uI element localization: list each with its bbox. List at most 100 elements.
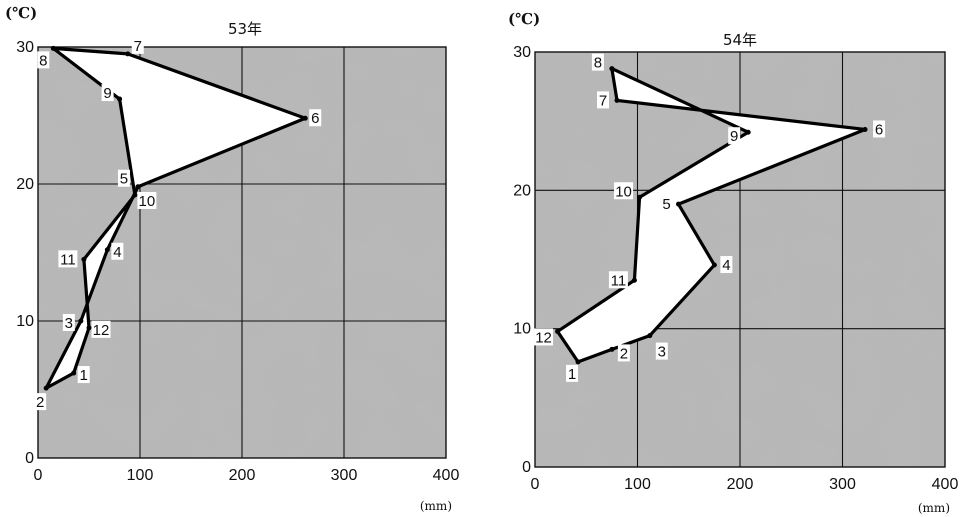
month-label-bg-5 [660, 195, 673, 213]
y-tick-label-10: 10 [16, 313, 34, 330]
y-tick-label-0: 0 [25, 450, 34, 467]
data-point-month-11 [81, 256, 87, 262]
month-label-bg-11 [608, 271, 628, 289]
data-point-month-2 [43, 385, 49, 391]
month-label-bg-2 [34, 393, 47, 411]
chart-title: 54年 [723, 31, 757, 49]
month-label-bg-9 [728, 127, 741, 145]
month-label-bg-2 [617, 344, 630, 362]
month-label-8: 8 [39, 52, 47, 69]
data-point-month-10 [637, 194, 643, 200]
data-point-month-1 [71, 370, 77, 376]
month-label-bg-5 [117, 169, 130, 187]
month-label-bg-11 [58, 250, 78, 268]
x-tick-label-300: 300 [829, 476, 856, 493]
data-point-month-4 [104, 247, 110, 253]
data-point-month-6 [862, 126, 868, 132]
month-label-bg-3 [655, 342, 668, 360]
data-point-month-3 [647, 333, 653, 339]
month-label-bg-8 [591, 53, 604, 71]
data-point-month-8 [609, 66, 615, 72]
data-point-month-6 [302, 115, 308, 121]
data-point-month-5 [135, 184, 141, 190]
month-label-2: 2 [36, 394, 44, 411]
month-label-5: 5 [120, 171, 128, 188]
month-label-4: 4 [113, 244, 121, 261]
month-label-bg-1 [77, 366, 90, 384]
x-tick-label-200: 200 [727, 476, 754, 493]
month-label-bg-6 [309, 109, 322, 127]
x-tick-label-300: 300 [331, 467, 358, 484]
data-point-month-11 [631, 277, 637, 283]
month-label-8: 8 [594, 55, 602, 72]
month-label-bg-10 [137, 191, 157, 209]
month-label-1: 1 [568, 366, 576, 383]
data-point-month-9 [745, 129, 751, 135]
month-label-6: 6 [311, 110, 319, 127]
month-label-bg-12 [534, 328, 554, 346]
month-label-12: 12 [93, 322, 110, 339]
chart-title: 53年 [228, 20, 262, 38]
month-label-10: 10 [139, 193, 156, 210]
data-point-month-1 [575, 359, 581, 365]
month-label-4: 4 [722, 257, 730, 274]
data-point-month-5 [676, 201, 681, 207]
data-point-month-7 [125, 51, 131, 57]
month-label-bg-4 [720, 256, 733, 274]
x-tick-label-400: 400 [433, 467, 460, 484]
data-point-month-2 [609, 346, 615, 352]
x-axis-unit-label: (mm) [918, 501, 950, 515]
month-label-7: 7 [134, 38, 142, 55]
month-label-9: 9 [730, 128, 738, 145]
month-label-6: 6 [875, 121, 883, 138]
month-label-2: 2 [620, 345, 628, 362]
x-tick-label-0: 0 [531, 476, 540, 493]
month-label-bg-6 [873, 120, 886, 138]
month-label-bg-12 [91, 320, 111, 338]
plot-frame [37, 46, 447, 459]
month-label-1: 1 [80, 367, 88, 384]
month-label-11: 11 [611, 272, 627, 289]
data-point-month-7 [614, 97, 620, 103]
data-point-month-4 [711, 262, 717, 268]
y-tick-label-30: 30 [513, 44, 531, 61]
x-tick-label-0: 0 [34, 467, 43, 484]
month-label-bg-9 [101, 84, 114, 102]
chart-1: 0 100 200 300 4000102030(℃)(mm)53年1234567891… [5, 4, 459, 513]
y-axis-unit-label: (℃) [5, 4, 37, 22]
x-tick-label-400: 400 [932, 476, 959, 493]
x-tick-label-100: 100 [624, 476, 651, 493]
data-point-month-12 [86, 325, 92, 331]
month-label-bg-7 [131, 36, 144, 54]
x-axis-unit-label: (mm) [420, 499, 452, 513]
month-label-bg-10 [614, 182, 634, 200]
chart-2: 0 100 200 300 400 0 10 20 30 (℃) (mm) 54年 1 2 3 4 5 6 7 8 9 1… [508, 10, 958, 515]
y-tick-label-20: 20 [513, 182, 531, 199]
y-tick-label-20: 20 [16, 176, 34, 193]
month-label-5: 5 [662, 196, 670, 213]
month-label-bg-3 [62, 314, 75, 331]
month-label-3: 3 [65, 315, 73, 332]
month-label-bg-7 [597, 91, 609, 109]
month-label-bg-8 [37, 51, 50, 69]
data-point-month-8 [50, 45, 56, 51]
month-label-3: 3 [658, 344, 666, 361]
x-tick-label-200: 200 [229, 467, 256, 484]
data-point-month-3 [78, 318, 84, 324]
month-label-bg-4 [111, 242, 124, 260]
month-label-9: 9 [103, 85, 111, 102]
data-point-month-12 [555, 328, 561, 334]
x-tick-label-100: 100 [127, 467, 154, 484]
month-label-bg-1 [566, 364, 579, 382]
month-label-10: 10 [615, 183, 632, 200]
data-point-month-9 [117, 96, 123, 102]
month-label-7: 7 [599, 92, 607, 109]
y-axis-unit-label: (℃) [508, 10, 540, 28]
data-point-month-10 [132, 192, 138, 198]
y-tick-label-10: 10 [513, 321, 531, 338]
plot-frame [534, 51, 946, 468]
y-tick-label-30: 30 [16, 39, 34, 56]
y-tick-label-0: 0 [522, 459, 531, 476]
